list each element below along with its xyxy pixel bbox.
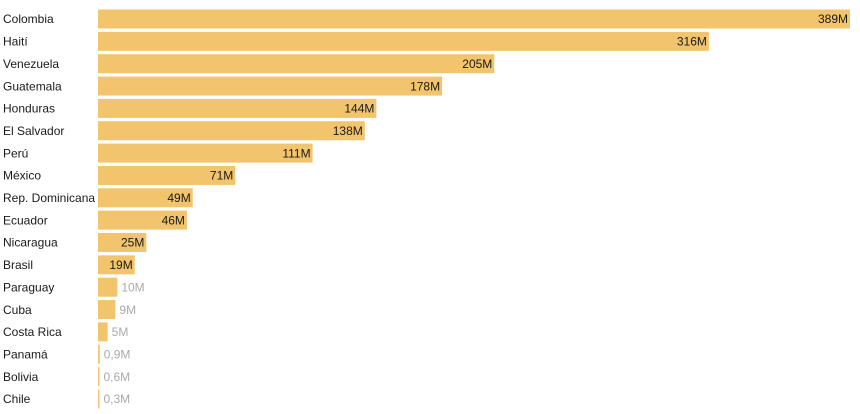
category-label-bolivia: Bolivia bbox=[3, 370, 39, 384]
bar-cuba bbox=[98, 300, 116, 320]
value-label-mexico: 71M bbox=[210, 169, 233, 183]
category-label-honduras: Honduras bbox=[3, 102, 55, 116]
category-label-cuba: Cuba bbox=[3, 303, 32, 317]
bar-haiti bbox=[98, 31, 709, 51]
category-label-mexico: México bbox=[3, 169, 41, 183]
value-label-bolivia: 0,6M bbox=[104, 370, 131, 384]
bar-guatemala bbox=[98, 76, 443, 96]
category-label-haiti: Haití bbox=[3, 35, 28, 49]
bar-nicaragua bbox=[98, 233, 147, 252]
value-label-guatemala: 178M bbox=[410, 79, 440, 93]
bar-venezuela bbox=[98, 54, 495, 74]
category-label-el-salvador: El Salvador bbox=[3, 124, 64, 138]
category-label-colombia: Colombia bbox=[3, 12, 54, 26]
category-label-costa-rica: Costa Rica bbox=[3, 325, 62, 339]
bar-panama bbox=[98, 344, 100, 364]
bar-peru bbox=[98, 143, 313, 163]
value-label-colombia: 389M bbox=[818, 12, 848, 26]
bar-chile bbox=[98, 389, 100, 409]
category-label-paraguay: Paraguay bbox=[3, 280, 54, 294]
bar-rep-dominicana bbox=[98, 188, 193, 208]
bar-costa-rica bbox=[98, 322, 108, 342]
value-label-venezuela: 205M bbox=[462, 57, 492, 71]
value-label-brasil: 19M bbox=[109, 258, 132, 272]
value-label-paraguay: 10M bbox=[121, 280, 144, 294]
bar-colombia bbox=[98, 9, 850, 29]
value-label-nicaragua: 25M bbox=[121, 236, 144, 250]
category-label-ecuador: Ecuador bbox=[3, 213, 48, 227]
category-label-rep-dominicana: Rep. Dominicana bbox=[3, 191, 95, 205]
category-label-venezuela: Venezuela bbox=[3, 57, 59, 71]
value-label-haiti: 316M bbox=[677, 35, 707, 49]
value-label-ecuador: 46M bbox=[162, 213, 185, 227]
bar-mexico bbox=[98, 165, 236, 185]
category-label-guatemala: Guatemala bbox=[3, 79, 62, 93]
value-label-cuba: 9M bbox=[119, 303, 136, 317]
value-label-costa-rica: 5M bbox=[112, 325, 129, 339]
category-label-panama: Panamá bbox=[3, 347, 48, 361]
category-label-chile: Chile bbox=[3, 392, 31, 406]
bar-ecuador bbox=[98, 210, 187, 230]
bar-el-salvador bbox=[98, 121, 365, 141]
category-label-nicaragua: Nicaragua bbox=[3, 236, 58, 250]
value-label-peru: 111M bbox=[282, 146, 310, 160]
bar-bolivia bbox=[98, 367, 100, 387]
category-label-brasil: Brasil bbox=[3, 258, 33, 272]
bar-brasil bbox=[98, 255, 135, 275]
value-label-chile: 0,3M bbox=[104, 392, 131, 406]
value-label-panama: 0,9M bbox=[104, 347, 131, 361]
category-label-peru: Perú bbox=[3, 146, 28, 160]
value-label-honduras: 144M bbox=[344, 102, 374, 116]
bar-honduras bbox=[98, 98, 377, 118]
value-label-el-salvador: 138M bbox=[333, 124, 363, 138]
bar-paraguay bbox=[98, 277, 118, 297]
value-label-rep-dominicana: 49M bbox=[167, 191, 190, 205]
